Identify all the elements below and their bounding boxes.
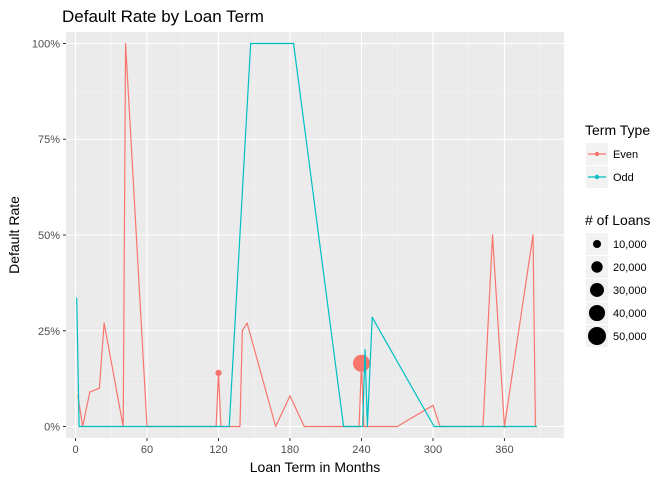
data-point-even [432,404,434,407]
axes: 0 60 120 180 240 300 360 0% 25% 50% 75% 100% [32,38,514,456]
data-point-even [241,330,243,332]
data-point-odd [214,425,216,428]
data-point-odd [362,425,364,428]
legend-size-label: 40,000 [613,308,647,320]
data-point-even [246,322,248,324]
legend-label-odd: Odd [613,172,634,184]
legend-size-entries: 10,000 20,000 30,000 40,000 50,000 [586,233,647,347]
data-point-odd [92,425,95,428]
legend-size-label: 20,000 [613,262,647,274]
legend: Term Type Even Odd # of Loans 10,000 20,00… [585,122,650,347]
legend-size-circle [588,304,606,322]
data-point-odd [221,425,223,428]
legend-color-title: Term Type [585,122,650,138]
series-layer [76,42,538,428]
y-tick-label: 75% [38,134,60,146]
y-tick-label: 50% [38,230,60,242]
data-point-odd [535,425,538,428]
x-axis-title: Loan Term in Months [250,459,380,475]
data-point-odd [371,316,373,318]
legend-label-even: Even [613,149,638,161]
legend-size-circle [588,327,606,345]
y-tick-label: 25% [38,326,60,338]
legend-size-circle [592,239,602,249]
legend-color-entries: Even Odd [586,143,638,188]
x-tick-label: 360 [495,444,513,456]
legend-key-point-even [594,151,600,157]
x-tick-label: 120 [209,444,227,456]
data-point-odd [366,425,369,428]
data-point-even [239,425,241,428]
data-point-odd [433,425,435,428]
y-tick-label: 0% [44,422,60,434]
data-point-even [89,391,91,393]
data-point-even [532,234,534,236]
data-point-even [98,387,100,389]
legend-size-circle [591,261,603,273]
x-tick-label: 300 [424,444,442,456]
data-point-odd [250,42,252,45]
data-point-odd [78,425,80,428]
data-point-even [275,425,277,428]
data-point-even [124,42,127,45]
legend-key-point-odd [594,174,600,180]
data-point-even [352,354,371,372]
data-point-odd [342,425,345,428]
legend-size-label: 30,000 [613,285,647,297]
y-tick-label: 100% [32,38,60,50]
data-point-odd [76,297,78,299]
data-point-odd [292,42,295,45]
x-tick-label: 0 [72,444,78,456]
data-point-even [363,425,365,428]
x-tick-label: 240 [352,444,370,456]
data-point-even [303,425,305,428]
data-point-even [289,395,291,397]
data-point-even [103,322,105,324]
y-axis-title: Default Rate [6,196,22,274]
x-tick-label: 180 [281,444,299,456]
data-point-even [215,369,222,377]
x-tick-label: 60 [141,444,153,456]
data-point-even [491,234,494,236]
data-point-odd [228,425,230,428]
legend-size-label: 50,000 [613,331,647,343]
chart-title: Default Rate by Loan Term [62,7,264,26]
series-line-odd [76,42,537,428]
data-point-odd [257,42,259,45]
data-point-odd [364,349,366,351]
legend-size-label: 10,000 [613,239,647,251]
legend-size-title: # of Loans [585,212,650,228]
legend-size-circle [590,283,604,297]
data-point-even [396,425,398,428]
